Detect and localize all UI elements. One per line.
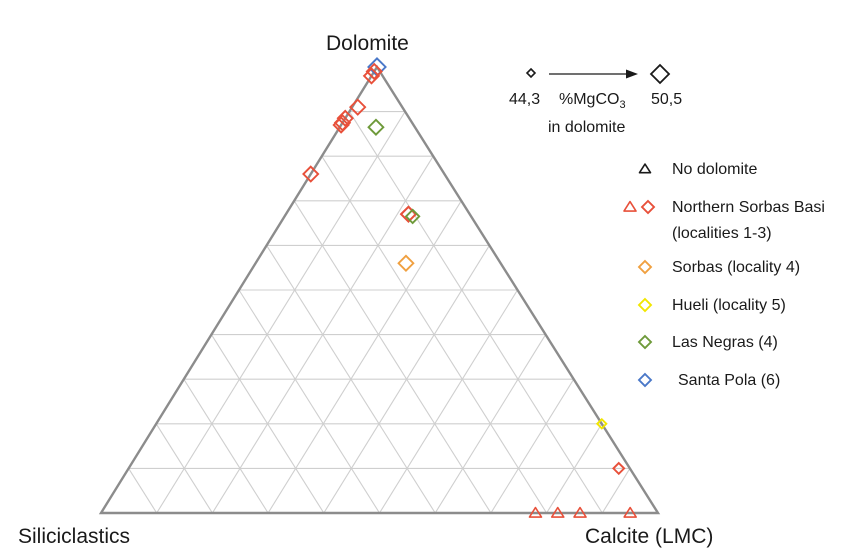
grid-line — [211, 155, 434, 514]
legend-marker-triangle — [623, 200, 637, 212]
size-variable-label-line2: in dolomite — [548, 119, 625, 136]
data-point-diamond — [332, 116, 350, 134]
legend-marker-diamond — [637, 334, 653, 350]
grid-line — [267, 200, 462, 514]
data-point-triangle — [528, 506, 543, 518]
size-variable-label: %MgCO3 — [559, 91, 626, 111]
data-point-diamond — [595, 417, 608, 430]
size-min-value: 44,3 — [509, 91, 540, 108]
grid-line — [490, 378, 575, 514]
legend-marker-diamond — [640, 199, 656, 215]
data-point-diamond — [397, 254, 415, 272]
grid-line — [156, 111, 406, 514]
grid-line — [601, 468, 631, 514]
size-max-value: 50,5 — [651, 91, 682, 108]
data-point-triangle — [623, 506, 637, 518]
marker-size-note: 44,3 %MgCO3 50,5 in dolomite — [509, 63, 682, 136]
grid-line — [293, 200, 492, 514]
legend-label: No dolomite — [672, 161, 757, 178]
legend: No dolomite Northern Sorbas Basi (localiti… — [623, 161, 825, 389]
grid-line — [183, 378, 269, 514]
legend-item-santa-pola: Santa Pola (6) — [637, 372, 780, 389]
legend-label: Sorbas (locality 4) — [672, 259, 800, 276]
large-diamond-marker — [649, 63, 671, 85]
ternary-grid — [128, 111, 631, 514]
vertex-label-dolomite: Dolomite — [326, 32, 409, 55]
data-point-diamond — [362, 67, 381, 85]
data-points — [302, 57, 637, 518]
legend-label-line2: (localities 1-3) — [672, 225, 772, 242]
legend-item-hueli: Hueli (locality 5) — [637, 297, 786, 314]
legend-item-sorbas: Sorbas (locality 4) — [637, 259, 800, 276]
grid-line — [321, 155, 548, 514]
legend-marker-triangle — [638, 163, 652, 174]
data-point-triangle — [550, 506, 565, 518]
legend-label: Las Negras (4) — [672, 334, 778, 351]
legend-marker-diamond — [637, 372, 653, 388]
legend-item-no-dolomite: No dolomite — [638, 161, 757, 178]
size-arrowhead — [626, 69, 638, 79]
legend-label: Northern Sorbas Basi — [672, 199, 825, 216]
data-point-diamond — [365, 62, 383, 81]
grid-line — [379, 289, 518, 514]
data-point-diamond — [348, 98, 367, 116]
legend-item-las-negras: Las Negras (4) — [637, 334, 778, 351]
ternary-frame — [98, 64, 661, 515]
data-point-diamond — [336, 109, 354, 128]
small-diamond-marker — [525, 67, 537, 79]
legend-marker-diamond — [637, 297, 653, 313]
grid-line — [128, 468, 158, 514]
legend-marker-diamond — [637, 259, 653, 275]
data-point-diamond — [302, 165, 320, 183]
data-point-diamond — [612, 461, 626, 476]
legend-label: Santa Pola (6) — [678, 372, 780, 389]
vertex-label-siliciclastics: Siliciclastics — [18, 525, 130, 548]
data-point-diamond — [404, 208, 421, 225]
grid-line — [348, 111, 603, 514]
data-point-triangle — [573, 506, 587, 518]
data-point-diamond — [367, 118, 385, 136]
vertex-label-calcite: Calcite (LMC) — [585, 525, 713, 548]
grid-line — [238, 289, 380, 514]
legend-label: Hueli (locality 5) — [672, 297, 786, 314]
legend-item-northern-sorbas: Northern Sorbas Basi (localities 1-3) — [623, 199, 825, 242]
